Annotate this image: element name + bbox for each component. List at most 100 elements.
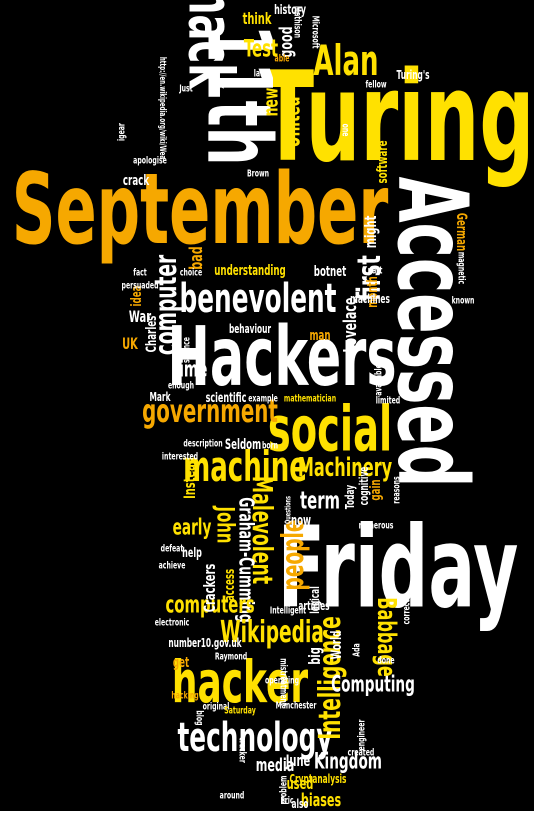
word: Computing: [331, 672, 415, 697]
word: botnet: [314, 263, 347, 280]
word: Just: [179, 82, 193, 94]
word: think: [243, 11, 273, 29]
word: description: [183, 437, 222, 449]
word: machine: [183, 444, 307, 492]
word: United: [280, 97, 305, 148]
word: hack: [174, 0, 246, 90]
word: Mark: [149, 391, 170, 404]
word: good: [275, 26, 297, 57]
word: Turing's: [396, 69, 429, 82]
word: interested: [162, 450, 198, 462]
word: known: [452, 294, 475, 306]
word: later: [254, 67, 271, 79]
word: one: [340, 124, 352, 137]
word: Mathison: [292, 6, 304, 38]
word: social: [268, 394, 392, 466]
word: born: [262, 439, 278, 451]
word: example: [248, 392, 278, 404]
word: Friday: [278, 503, 519, 633]
word: Saturday: [224, 704, 256, 716]
word: achieve: [159, 559, 186, 571]
word: Microsoft: [310, 16, 322, 49]
word: month: [364, 276, 381, 307]
word: defeat: [161, 542, 184, 554]
word: done: [377, 654, 395, 666]
word: hacker: [172, 649, 308, 716]
word: computer: [149, 254, 184, 355]
word: John: [212, 505, 241, 543]
word: September: [12, 153, 389, 267]
word: science: [180, 337, 192, 363]
word: correct: [400, 600, 412, 625]
word: reasons: [390, 476, 402, 503]
word: Turing: [262, 46, 535, 190]
word: engineer: [355, 719, 367, 751]
word: help: [182, 545, 202, 561]
word: big: [307, 647, 325, 665]
word: operating: [265, 674, 299, 686]
word: technology: [177, 714, 332, 761]
word: Ada: [350, 643, 362, 656]
word: gain: [367, 479, 384, 500]
word: means: [358, 554, 375, 586]
word: around: [220, 789, 245, 801]
word: computers: [165, 590, 254, 619]
word: software: [374, 140, 391, 183]
word: also: [291, 798, 308, 811]
word: able: [275, 52, 290, 64]
word: hacking: [171, 689, 198, 701]
word: persuaded: [122, 279, 159, 291]
word: original: [203, 700, 230, 712]
word: June: [285, 753, 310, 771]
word: benevolent: [179, 275, 336, 322]
word: 11th: [187, 25, 289, 166]
word: UK: [122, 336, 138, 354]
word: World: [328, 631, 345, 660]
word: igear: [115, 122, 127, 141]
word: scientific: [206, 390, 247, 406]
word: Machinery: [298, 453, 392, 483]
word: man: [309, 327, 330, 344]
word: Kingdom: [314, 749, 382, 774]
word: available: [372, 364, 384, 396]
word: cracker: [237, 737, 249, 763]
word: early: [173, 515, 212, 540]
word: problem: [277, 776, 289, 805]
word: Graham-Cumming: [235, 497, 258, 623]
word: government: [142, 393, 278, 430]
word: choice: [180, 266, 203, 278]
word: magnetic: [456, 252, 468, 284]
word: time: [173, 357, 208, 382]
word: Intelligent: [270, 604, 306, 616]
word: Malevolent: [246, 476, 278, 584]
word: Babbage: [371, 597, 401, 677]
word: Intelligence: [313, 616, 348, 740]
word: first: [351, 255, 388, 301]
word: access: [221, 569, 238, 601]
word: enough: [168, 379, 194, 391]
word: get: [173, 654, 190, 671]
word: part: [368, 264, 383, 276]
word: biases: [301, 789, 341, 811]
word: logical: [309, 586, 322, 613]
word: electronic: [155, 616, 190, 628]
word: mistreatment: [278, 658, 290, 706]
word: German: [454, 213, 471, 251]
word: numerous: [359, 519, 394, 531]
word: understanding: [214, 262, 286, 279]
word: number10.gov.uk: [168, 637, 241, 650]
word: machines: [350, 293, 390, 306]
word: Seldom: [225, 436, 261, 453]
word: articles: [298, 600, 329, 613]
word: behaviour: [229, 323, 271, 336]
word: now: [291, 512, 311, 529]
word: new: [260, 88, 283, 117]
word: Alan: [313, 38, 378, 86]
word: media: [256, 754, 295, 776]
word: people: [276, 520, 311, 591]
word: Brown: [247, 167, 269, 179]
word: Test: [244, 34, 279, 63]
word: Hackers: [167, 311, 396, 406]
